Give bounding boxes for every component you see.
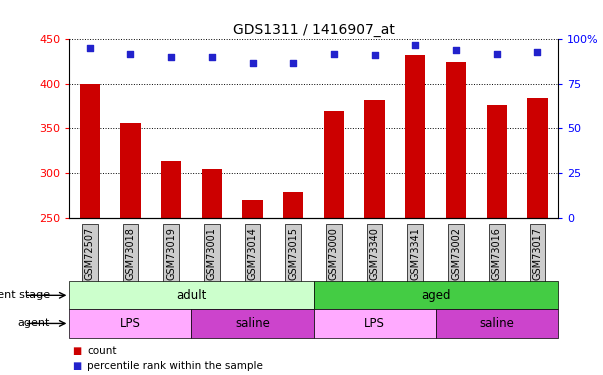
Text: adult: adult [176, 289, 207, 302]
Point [207, 54, 216, 60]
Bar [69, 309, 192, 338]
Text: count: count [87, 346, 117, 355]
Bar [364, 100, 385, 218]
Text: LPS: LPS [120, 317, 141, 330]
Point [166, 54, 176, 60]
Point [370, 53, 379, 58]
Bar [161, 161, 182, 218]
Bar [201, 168, 222, 217]
Title: GDS1311 / 1416907_at: GDS1311 / 1416907_at [233, 23, 394, 37]
Bar [80, 84, 100, 218]
Bar [324, 111, 344, 218]
Bar [527, 98, 548, 218]
Text: development stage: development stage [0, 290, 50, 300]
Bar [405, 54, 426, 217]
Bar [446, 62, 466, 217]
Bar [283, 192, 303, 217]
Point [248, 60, 257, 66]
Point [411, 42, 420, 48]
Bar [242, 200, 263, 217]
Text: aged: aged [421, 289, 450, 302]
Point [85, 45, 95, 51]
Bar [192, 309, 314, 338]
Bar [435, 309, 558, 338]
Bar [69, 281, 314, 309]
Text: ■: ■ [72, 346, 81, 355]
Bar [314, 309, 435, 338]
Point [492, 51, 502, 57]
Text: percentile rank within the sample: percentile rank within the sample [87, 361, 264, 370]
Bar [487, 105, 507, 218]
Bar [120, 123, 140, 218]
Point [532, 49, 542, 55]
Text: saline: saline [235, 317, 270, 330]
Point [125, 51, 135, 57]
Text: agent: agent [17, 318, 50, 328]
Text: LPS: LPS [364, 317, 385, 330]
Bar [314, 281, 558, 309]
Point [288, 60, 298, 66]
Point [451, 47, 461, 53]
Point [329, 51, 339, 57]
Text: ■: ■ [72, 361, 81, 370]
Text: saline: saline [479, 317, 514, 330]
